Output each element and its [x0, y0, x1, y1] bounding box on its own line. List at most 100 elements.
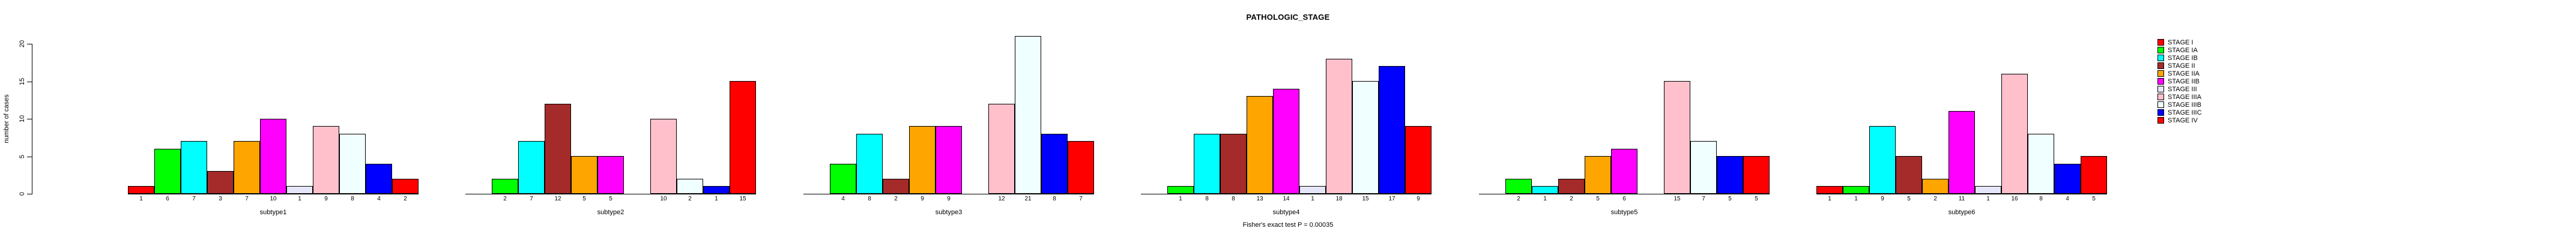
legend-entry-label: STAGE III: [2168, 85, 2197, 93]
bar-value-label: 7: [245, 196, 249, 202]
bar-value-label: 10: [270, 196, 277, 202]
legend-color-swatch: [2157, 47, 2164, 53]
bar-value-label: 16: [2011, 196, 2018, 202]
x-axis-group-label: subtype5: [1610, 209, 1638, 216]
legend-row: STAGE IIIA: [2157, 93, 2201, 101]
bar: [1352, 81, 1379, 194]
bar: [1896, 156, 1922, 194]
bar-value-label: 8: [1205, 196, 1209, 202]
bar: [703, 186, 730, 194]
bar: [909, 126, 936, 194]
bar-value-label: 4: [841, 196, 845, 202]
bar-value-label: 1: [1179, 196, 1182, 202]
bar-value-label: 4: [2066, 196, 2069, 202]
bar: [1194, 134, 1220, 194]
y-tick-label: 10: [19, 115, 26, 123]
bar-value-label: 1: [1828, 196, 1831, 202]
bar: [1717, 156, 1743, 194]
bar-value-label: 5: [1755, 196, 1758, 202]
fisher-test-caption: Fisher's exact test P = 0.00035: [1242, 221, 1334, 229]
legend-entry-label: STAGE IV: [2168, 116, 2198, 124]
bar: [366, 164, 392, 194]
legend-entry-label: STAGE I: [2168, 38, 2194, 46]
x-axis-group-label: subtype2: [597, 209, 624, 216]
bar: [2028, 134, 2054, 194]
bar-value-label: 8: [2039, 196, 2043, 202]
bar-value-label: 10: [660, 196, 667, 202]
bar: [856, 134, 883, 194]
legend-color-swatch: [2157, 70, 2164, 77]
legend-entry-label: STAGE IB: [2168, 54, 2198, 62]
bar: [518, 141, 545, 194]
y-tick-label: 5: [19, 154, 26, 158]
bar-value-label: 2: [1570, 196, 1573, 202]
bar: [1299, 186, 1326, 194]
bar-value-label: 11: [1958, 196, 1965, 202]
bar: [1015, 36, 1041, 194]
bar: [1273, 89, 1299, 194]
bar-value-label: 1: [1986, 196, 1990, 202]
bar: [1167, 186, 1194, 194]
bar-value-label: 5: [582, 196, 586, 202]
bar: [730, 81, 756, 194]
y-axis-label: number of cases: [3, 94, 10, 143]
bar: [1220, 134, 1247, 194]
chart-title: PATHOLOGIC_STAGE: [1246, 13, 1330, 22]
bar-value-label: 2: [894, 196, 898, 202]
bar: [1869, 126, 1896, 194]
bar: [313, 126, 339, 194]
bar: [1816, 186, 1843, 194]
legend-row: STAGE IV: [2157, 116, 2198, 124]
bar-value-label: 2: [404, 196, 407, 202]
bar: [988, 104, 1015, 194]
bar: [1922, 179, 1949, 194]
bar: [286, 186, 313, 194]
bar: [260, 119, 286, 194]
bar: [1558, 179, 1585, 194]
bar-value-label: 15: [1673, 196, 1681, 202]
bar: [1949, 111, 1975, 194]
bar: [1843, 186, 1869, 194]
legend-row: STAGE IIA: [2157, 70, 2200, 77]
bar: [1326, 59, 1352, 194]
legend-entry-label: STAGE IIA: [2168, 70, 2200, 77]
x-axis-group-label: subtype1: [259, 209, 287, 216]
bar: [181, 141, 207, 194]
bar-value-label: 9: [1881, 196, 1884, 202]
bar-value-label: 5: [609, 196, 612, 202]
bar: [936, 126, 962, 194]
bar-value-label: 5: [1728, 196, 1732, 202]
bar-value-label: 4: [377, 196, 381, 202]
bar-value-label: 9: [947, 196, 951, 202]
bar-value-label: 8: [1053, 196, 1056, 202]
legend-entry-label: STAGE IIIC: [2168, 109, 2202, 116]
bar-value-label: 1: [715, 196, 718, 202]
legend-color-swatch: [2157, 94, 2164, 100]
legend-row: STAGE I: [2157, 38, 2194, 46]
bar: [545, 104, 571, 194]
legend-row: STAGE IB: [2157, 54, 2198, 62]
bar: [2054, 164, 2081, 194]
legend-color-swatch: [2157, 109, 2164, 116]
bar: [154, 149, 181, 194]
bar-value-label: 7: [1079, 196, 1083, 202]
bar-value-label: 12: [998, 196, 1005, 202]
bar: [1068, 141, 1094, 194]
bar-value-label: 13: [1256, 196, 1263, 202]
bar-value-label: 1: [1854, 196, 1858, 202]
bar-value-label: 17: [1388, 196, 1395, 202]
bar: [492, 179, 518, 194]
bar: [392, 179, 419, 194]
bar: [1664, 81, 1690, 194]
x-axis-group-label: subtype4: [1272, 209, 1300, 216]
bar: [883, 179, 909, 194]
bar-value-label: 6: [1622, 196, 1626, 202]
legend-entry-label: STAGE II: [2168, 62, 2195, 70]
legend-entry-label: STAGE IIB: [2168, 77, 2200, 85]
legend-entry-label: STAGE IIIA: [2168, 93, 2202, 101]
x-axis-group-label: subtype6: [1948, 209, 1976, 216]
bar: [597, 156, 624, 194]
bar-value-label: 2: [503, 196, 507, 202]
legend-color-swatch: [2157, 101, 2164, 108]
